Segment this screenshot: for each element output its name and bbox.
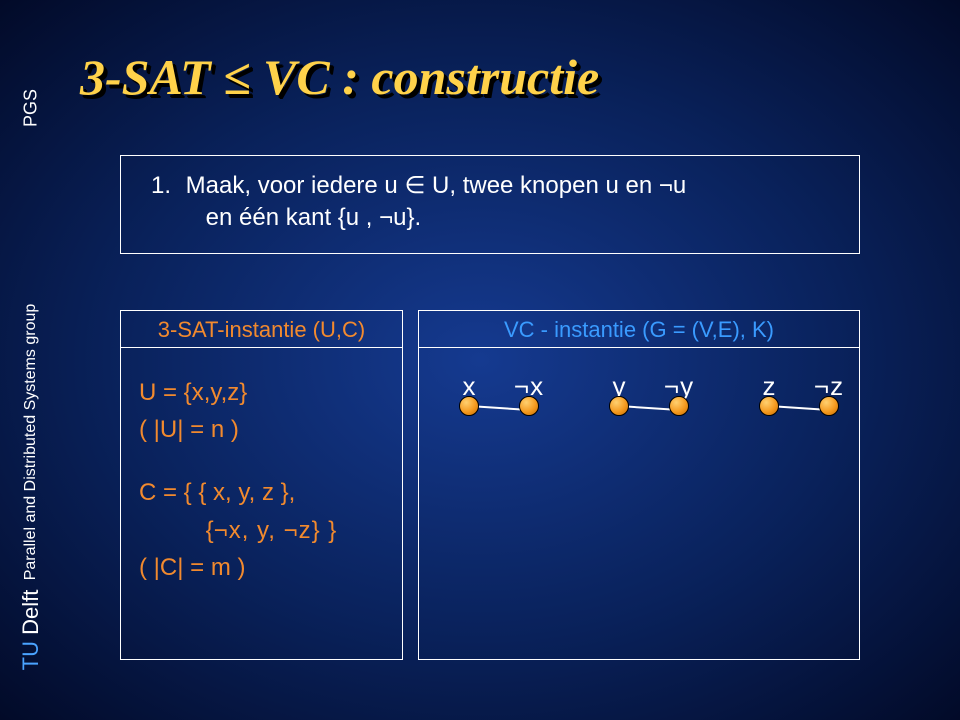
vc-node-neg-2 [819, 396, 839, 416]
left-label-tu: TU [18, 641, 43, 670]
rule-number: 1. [151, 170, 179, 202]
vc-panel: VC - instantie (G = (V,E), K) x¬xy¬yz¬z [418, 310, 860, 660]
sat-c-line1: C = { { x, y, z }, [139, 474, 384, 511]
vc-node-pos-0 [459, 396, 479, 416]
sat-c-line2-body: ¬x, y, ¬z} } [214, 517, 338, 544]
left-label-delft: Delft [18, 590, 43, 641]
left-label-pgs: PGS [21, 89, 42, 127]
sat-u-line: U = {x,y,z} [139, 374, 384, 411]
sat-body: U = {x,y,z} ( |U| = n ) C = { { x, y, z … [121, 348, 402, 608]
left-label-tudelft: TU Delft [18, 590, 44, 671]
slide: PGS Parallel and Distributed Systems gro… [0, 0, 960, 720]
rule-box: 1. Maak, voor iedere u ∈ U, twee knopen … [120, 155, 860, 254]
sat-c-line2: {¬x, y, ¬z} } [139, 512, 384, 549]
left-label-psg: Parallel and Distributed Systems group [22, 304, 40, 581]
vc-header: VC - instantie (G = (V,E), K) [419, 311, 859, 348]
vc-edges [419, 348, 859, 706]
sat-header: 3-SAT-instantie (U,C) [121, 311, 402, 348]
rule-text-line1: Maak, voor iedere u ∈ U, twee knopen u e… [186, 172, 687, 199]
vc-node-pos-1 [609, 396, 629, 416]
sat-panel: 3-SAT-instantie (U,C) U = {x,y,z} ( |U| … [120, 310, 403, 660]
vc-node-pos-2 [759, 396, 779, 416]
vc-graph: x¬xy¬yz¬z [419, 348, 859, 706]
rule-text-line2: en één kant {u , ¬u}. [206, 204, 422, 231]
sat-c-note: ( |C| = m ) [139, 549, 384, 586]
sat-c-line2-pre: { [139, 517, 214, 544]
sat-u-note: ( |U| = n ) [139, 411, 384, 448]
slide-title: 3-SAT ≤ VC : constructie [80, 48, 599, 106]
left-strip: PGS Parallel and Distributed Systems gro… [0, 0, 62, 720]
vc-node-neg-1 [669, 396, 689, 416]
vc-node-neg-0 [519, 396, 539, 416]
